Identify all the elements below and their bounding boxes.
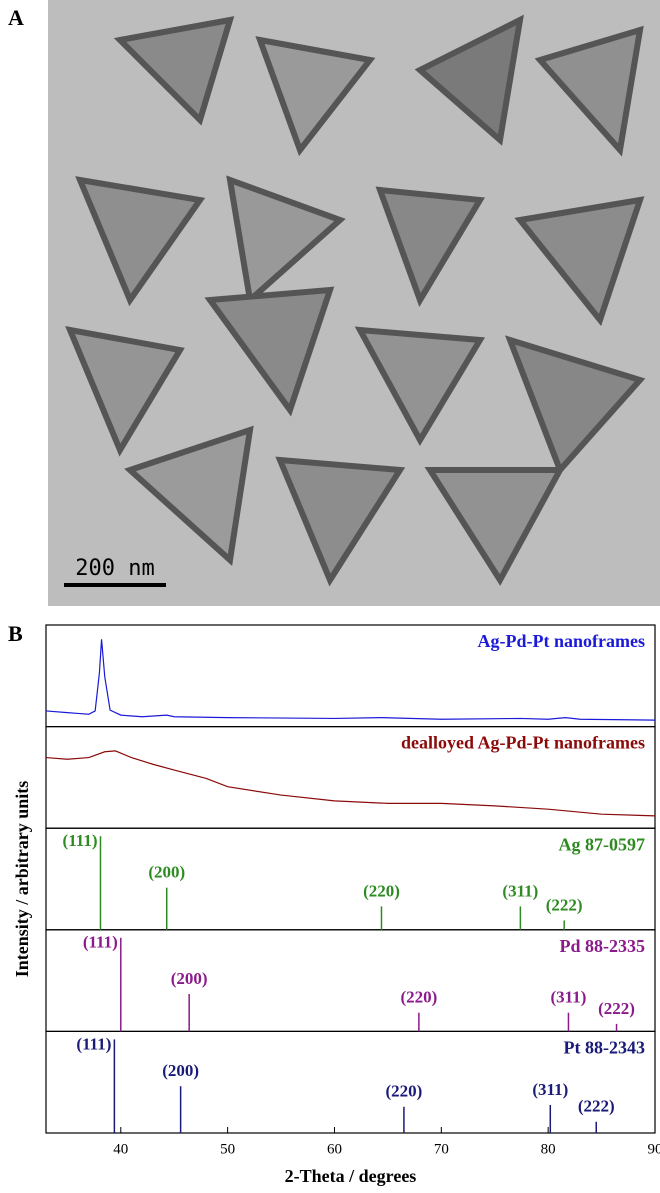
peak-label: (220)	[363, 881, 400, 900]
peak-label: (222)	[546, 895, 583, 914]
page: A B 200 nm 40 50 60 70 80 90 2-Theta / degrees…	[0, 0, 660, 1188]
tem-image	[48, 0, 660, 606]
x-tick-label: 80	[541, 1141, 556, 1157]
x-tick-label: 40	[113, 1141, 128, 1157]
peak-label: (222)	[578, 1097, 615, 1116]
series-label: Ag-Pd-Pt nanoframes	[478, 631, 645, 651]
x-tick-label: 70	[434, 1141, 449, 1157]
reference-label: Pt 88-2343	[564, 1038, 645, 1058]
peak-label: (111)	[76, 1034, 111, 1053]
peak-label: (111)	[83, 933, 118, 952]
figure: A B 200 nm 40 50 60 70 80 90 2-Theta / degrees…	[0, 0, 660, 1188]
peak-label: (222)	[598, 999, 635, 1018]
peak-label: (311)	[532, 1080, 568, 1099]
x-tick-label: 90	[648, 1141, 660, 1157]
spectrum	[46, 751, 655, 816]
peak-label: (220)	[400, 988, 437, 1007]
peak-label: (220)	[386, 1082, 423, 1101]
x-tick-label: 60	[327, 1141, 342, 1157]
reference-label: Ag 87-0597	[559, 834, 646, 854]
peak-label: (311)	[551, 988, 587, 1007]
reference-label: Pd 88-2335	[560, 936, 646, 956]
spectrum	[46, 639, 655, 720]
scale-bar-label: 200 nm	[75, 556, 154, 581]
panel-label: B	[8, 621, 23, 646]
x-axis-label: 2-Theta / degrees	[285, 1166, 417, 1186]
peak-label: (200)	[148, 863, 185, 882]
peak-label: (200)	[162, 1061, 199, 1080]
peak-label: (111)	[63, 831, 98, 850]
series-label: dealloyed Ag-Pd-Pt nanoframes	[401, 733, 645, 753]
peak-label: (200)	[171, 969, 208, 988]
panel-label: A	[8, 5, 24, 30]
y-axis-label: Intensity / arbitrary units	[12, 781, 32, 978]
x-tick-label: 50	[220, 1141, 235, 1157]
peak-label: (311)	[502, 881, 538, 900]
